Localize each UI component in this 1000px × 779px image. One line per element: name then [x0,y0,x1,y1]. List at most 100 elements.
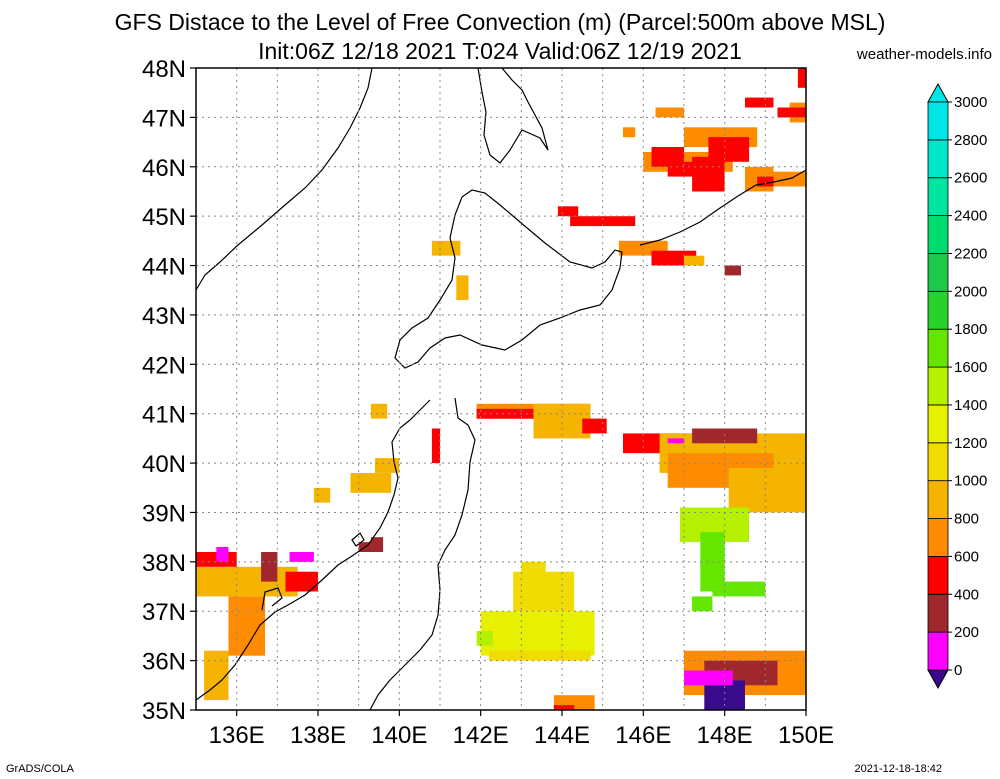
lon-label: 148E [697,722,753,749]
colorbar-segment [927,518,949,557]
colorbar-segment [927,480,949,519]
field-cell [582,418,607,434]
lat-label: 45N [142,204,186,231]
colorbar-label: 1800 [954,321,987,338]
colorbar-label: 1600 [954,359,987,376]
field-cell [728,468,806,513]
colorbar-label: 3000 [954,94,987,111]
mainland-coast [195,67,373,291]
field-cell [712,581,766,597]
colorbar: 0 200 400 600 800 1000 1200 1400 1600 1800 2000 220… [927,82,987,690]
field-cell [655,107,684,118]
lat-lon-grid [196,68,806,710]
kuril-coast [639,169,807,246]
field-cell [313,487,331,503]
field-cell [196,566,298,597]
noto-peninsula [261,587,283,611]
field-cell [533,403,591,439]
lat-label: 41N [142,402,186,429]
lon-label: 138E [290,722,346,749]
honshu-west-coast [195,399,431,701]
field-cell [289,552,314,562]
lat-label: 36N [142,649,186,676]
colorbar-label: 0 [954,662,962,679]
colorbar-segment [927,101,949,141]
colorbar-label: 1200 [954,435,987,452]
lat-label: 44N [142,254,186,281]
lat-label: 42N [142,352,186,379]
colorbar-label: 1000 [954,473,987,490]
colorbar-low-triangle [927,669,949,690]
field-cell [488,650,591,661]
honshu-east-coast [369,397,476,711]
colorbar-segment [927,328,949,368]
field-cell [692,156,725,192]
longitude-labels: 136E 138E 140E 142E 144E 146E 148E 150E [209,710,834,749]
site-credit: weather-models.info [856,46,992,63]
lon-label: 142E [453,722,509,749]
lat-label: 48N [142,56,186,83]
lon-label: 146E [615,722,671,749]
lat-label: 37N [142,599,186,626]
field-cell [476,631,493,646]
lat-label: 39N [142,500,186,527]
colorbar-label: 2800 [954,132,987,149]
lat-label: 35N [142,698,186,725]
field-cell [667,438,684,444]
colorbar-label: 600 [954,548,979,565]
footer-timestamp: 2021-12-18-18:42 [854,763,942,775]
field-cell [370,403,388,419]
map-frame [195,67,807,711]
colorbar-segment [927,556,949,595]
field-cell [513,571,575,612]
lon-label: 136E [209,722,265,749]
lat-label: 43N [142,303,186,330]
field-cell [623,127,636,138]
chart-subtitle: Init:06Z 12/18 2021 T:024 Valid:06Z 12/1… [258,38,742,64]
field-cell [557,206,579,217]
lfc-shaded-field [196,68,806,710]
footer-credit: GrADS/COLA [6,763,74,775]
lat-label: 40N [142,451,186,478]
latitude-labels: 35N 36N 37N 38N 39N 40N 41N 42N 43N 44N 45N 46N 47N 4… [142,56,196,725]
colorbar-segment [927,290,949,330]
colorbar-segment [927,366,949,406]
sakhalin-coast [477,67,549,164]
colorbar-segment [927,404,949,444]
field-cell [724,265,741,276]
field-cell [456,275,469,301]
field-cell [374,458,400,473]
field-cell [431,240,461,256]
lat-label: 38N [142,550,186,577]
colorbar-label: 200 [954,624,979,641]
colorbar-label: 400 [954,586,979,603]
colorbar-label: 2000 [954,283,987,300]
field-cell [216,547,229,562]
field-cell [692,596,713,612]
colorbar-segment [927,593,949,633]
field-cell [521,561,546,577]
chart-title: GFS Distace to the Level of Free Convect… [114,9,886,35]
colorbar-segment [927,215,949,254]
colorbar-label: 800 [954,511,979,528]
field-cell [358,542,379,552]
colorbar-segment [927,177,949,217]
colorbar-segment [927,442,949,482]
field-cell [777,107,806,118]
colorbar-segment [927,631,949,671]
lat-label: 46N [142,155,186,182]
colorbar-label: 2200 [954,245,987,262]
field-cell [553,705,575,710]
field-cell [204,650,229,701]
field-cell [285,571,318,592]
field-cell [570,216,636,227]
lon-label: 150E [778,722,834,749]
colorbar-label: 2400 [954,208,987,225]
colorbar-label: 2600 [954,170,987,187]
colorbar-segment [927,253,949,292]
colorbar-high-triangle [927,82,949,103]
field-cell [350,473,392,493]
sado-island [351,532,365,547]
lat-label: 47N [142,105,186,132]
